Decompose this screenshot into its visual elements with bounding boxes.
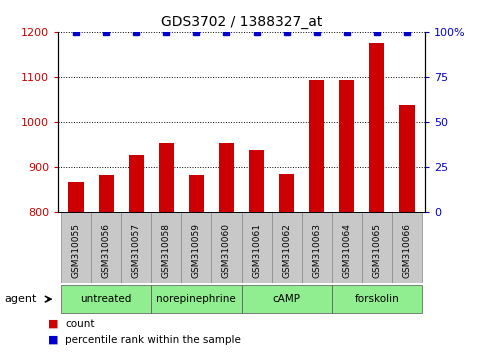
- Text: GSM310057: GSM310057: [132, 223, 141, 278]
- Text: cAMP: cAMP: [272, 294, 300, 304]
- Text: ■: ■: [48, 319, 59, 329]
- Bar: [242, 285, 332, 314]
- Text: GSM310064: GSM310064: [342, 223, 351, 278]
- Bar: [339, 80, 355, 212]
- Bar: [69, 182, 84, 212]
- Bar: [219, 143, 234, 212]
- Bar: [332, 212, 362, 283]
- Bar: [181, 212, 212, 283]
- Bar: [128, 155, 144, 212]
- Bar: [99, 175, 114, 212]
- Bar: [242, 212, 271, 283]
- Bar: [189, 175, 204, 212]
- Text: untreated: untreated: [80, 294, 132, 304]
- Text: GSM310063: GSM310063: [312, 223, 321, 278]
- Text: agent: agent: [5, 294, 37, 304]
- Text: GSM310056: GSM310056: [101, 223, 111, 278]
- Text: GSM310065: GSM310065: [372, 223, 382, 278]
- Bar: [332, 285, 422, 314]
- Bar: [279, 175, 294, 212]
- Bar: [249, 150, 264, 212]
- Bar: [399, 105, 414, 212]
- Bar: [309, 80, 324, 212]
- Bar: [159, 143, 174, 212]
- Title: GDS3702 / 1388327_at: GDS3702 / 1388327_at: [161, 16, 322, 29]
- Text: norepinephrine: norepinephrine: [156, 294, 236, 304]
- Bar: [362, 212, 392, 283]
- Bar: [212, 212, 242, 283]
- Text: count: count: [65, 319, 95, 329]
- Bar: [151, 212, 181, 283]
- Text: GSM310058: GSM310058: [162, 223, 171, 278]
- Text: GSM310060: GSM310060: [222, 223, 231, 278]
- Bar: [61, 212, 91, 283]
- Bar: [151, 285, 242, 314]
- Bar: [369, 43, 384, 212]
- Text: GSM310062: GSM310062: [282, 223, 291, 278]
- Text: GSM310055: GSM310055: [71, 223, 81, 278]
- Text: ■: ■: [48, 335, 59, 345]
- Bar: [302, 212, 332, 283]
- Bar: [61, 285, 151, 314]
- Text: GSM310061: GSM310061: [252, 223, 261, 278]
- Bar: [91, 212, 121, 283]
- Bar: [271, 212, 302, 283]
- Text: GSM310059: GSM310059: [192, 223, 201, 278]
- Bar: [121, 212, 151, 283]
- Text: percentile rank within the sample: percentile rank within the sample: [65, 335, 241, 345]
- Text: forskolin: forskolin: [355, 294, 399, 304]
- Bar: [392, 212, 422, 283]
- Text: GSM310066: GSM310066: [402, 223, 412, 278]
